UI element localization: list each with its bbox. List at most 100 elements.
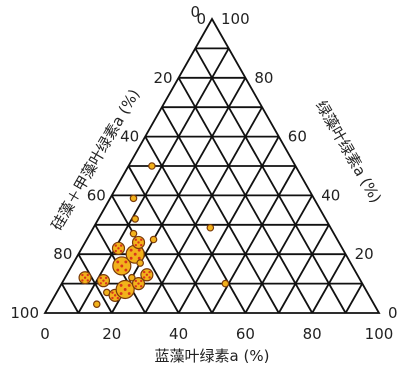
data-point bbox=[92, 300, 101, 308]
data-point-dot bbox=[117, 247, 120, 250]
data-point bbox=[140, 268, 154, 282]
data-point-marker bbox=[136, 259, 144, 267]
grid-line-cyano-10 bbox=[77, 47, 230, 314]
data-point-dot bbox=[114, 249, 117, 253]
data-point-dot bbox=[148, 270, 151, 274]
data-point-dot bbox=[123, 288, 127, 291]
grid-line-cyano-30 bbox=[144, 106, 263, 314]
data-point-dot bbox=[140, 285, 143, 288]
data-point-dot bbox=[116, 268, 120, 272]
right-tick-label: 20 bbox=[355, 245, 374, 263]
data-point-dot bbox=[133, 252, 137, 256]
data-point bbox=[115, 279, 135, 300]
data-point-dot bbox=[124, 268, 128, 272]
data-point bbox=[149, 235, 158, 244]
data-point-dot bbox=[127, 283, 131, 287]
data-point bbox=[131, 235, 146, 250]
data-point bbox=[78, 271, 92, 285]
right-tick-label: 80 bbox=[254, 69, 273, 87]
data-point-marker bbox=[206, 223, 215, 232]
data-point-dot bbox=[116, 296, 120, 300]
data-point bbox=[129, 194, 138, 203]
right-tick-label: 100 bbox=[221, 10, 250, 28]
bottom-tick-label: 80 bbox=[303, 325, 322, 343]
data-point-dot bbox=[81, 279, 84, 282]
data-point-dot bbox=[137, 282, 140, 285]
data-point-dot bbox=[124, 260, 128, 264]
data-point-dot bbox=[134, 285, 138, 288]
grid-line-cyano-50 bbox=[211, 165, 297, 314]
data-point-dot bbox=[119, 292, 123, 295]
data-point-dot bbox=[140, 279, 143, 283]
grid-line-cyano-60 bbox=[244, 194, 313, 314]
data-point-dot bbox=[104, 282, 108, 285]
grid-line-cyano-90 bbox=[344, 283, 364, 314]
data-point-dot bbox=[120, 264, 124, 268]
right-tick-label: 40 bbox=[321, 186, 340, 204]
data-point-dot bbox=[129, 256, 133, 260]
data-point-dot bbox=[134, 279, 138, 283]
data-point-dot bbox=[81, 273, 84, 277]
data-point bbox=[136, 259, 144, 267]
data-point-dot bbox=[83, 276, 87, 279]
data-point-marker bbox=[128, 273, 136, 282]
data-point-dot bbox=[119, 283, 123, 287]
data-point-dot bbox=[148, 276, 151, 279]
grid-line-diatom-80 bbox=[77, 253, 113, 314]
data-point-dot bbox=[119, 249, 123, 253]
data-point-dot bbox=[86, 273, 89, 277]
data-point bbox=[129, 229, 138, 238]
grid-line-cyano-70 bbox=[278, 224, 330, 314]
triangle-frame bbox=[43, 17, 381, 314]
data-point bbox=[128, 273, 136, 282]
grid-line-diatom-10 bbox=[194, 47, 347, 314]
left-tick-label: 100 bbox=[10, 304, 39, 322]
data-point-dot bbox=[113, 294, 117, 297]
bottom-tick-label: 0 bbox=[40, 325, 50, 343]
data-point bbox=[131, 277, 146, 291]
grid-line-diatom-60 bbox=[111, 194, 180, 314]
data-point-marker bbox=[149, 235, 158, 244]
data-point-dot bbox=[145, 273, 149, 276]
data-point-dot bbox=[142, 276, 146, 279]
data-point-dot bbox=[140, 243, 143, 247]
left-tick-label: 40 bbox=[120, 128, 139, 146]
data-point bbox=[148, 162, 156, 170]
data-point-marker bbox=[92, 300, 101, 308]
right-tick-label: 0 bbox=[388, 304, 398, 322]
data-point-dot bbox=[127, 292, 131, 295]
data-point bbox=[206, 223, 215, 232]
bottom-tick-label: 100 bbox=[365, 325, 394, 343]
data-point-dot bbox=[137, 248, 141, 252]
data-point-dot bbox=[129, 248, 133, 252]
data-point-dot bbox=[116, 260, 120, 264]
data-point-marker bbox=[221, 279, 230, 288]
grid-line-diatom-50 bbox=[127, 165, 213, 314]
data-point-dot bbox=[99, 276, 102, 280]
bottom-axis-label: 蓝藻叶绿素a (%) bbox=[155, 347, 270, 365]
data-point-dot bbox=[114, 244, 117, 247]
ternary-grid bbox=[60, 47, 364, 314]
bottom-tick-label: 20 bbox=[102, 325, 121, 343]
data-point bbox=[96, 274, 111, 288]
data-point-marker bbox=[129, 229, 138, 238]
left-tick-label: 60 bbox=[87, 186, 106, 204]
bottom-tick-label: 40 bbox=[169, 325, 188, 343]
grid-line-diatom-90 bbox=[60, 283, 80, 314]
data-point-marker bbox=[129, 194, 138, 203]
data-point-dot bbox=[119, 244, 123, 247]
data-point-dot bbox=[102, 279, 105, 282]
data-points bbox=[78, 162, 230, 308]
data-point-marker bbox=[148, 162, 156, 170]
data-point-dot bbox=[134, 238, 138, 241]
bottom-tick-label: 60 bbox=[236, 325, 255, 343]
right-tick-label: 60 bbox=[288, 128, 307, 146]
data-point-dot bbox=[140, 238, 143, 241]
data-point-dot bbox=[142, 270, 146, 274]
data-point-dot bbox=[137, 256, 141, 260]
data-point-dot bbox=[137, 241, 140, 244]
left-tick-label: 0 bbox=[196, 10, 206, 28]
data-point bbox=[111, 241, 126, 255]
